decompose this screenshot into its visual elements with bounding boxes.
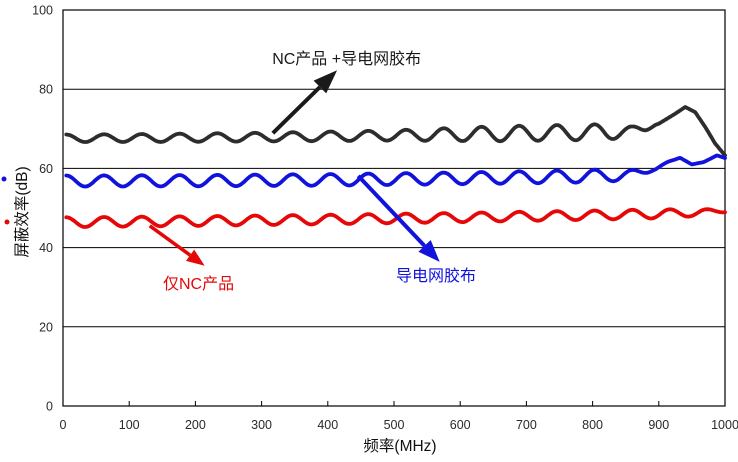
annotation-label-red-series: 仅NC产品 [162,276,235,294]
y-tick-label: 0 [46,400,53,414]
annotation-arrowhead [313,70,338,94]
y-tick-label: 80 [39,83,53,97]
x-tick-label: 200 [185,418,206,432]
y-tick-label: 100 [32,4,53,18]
x-tick-label: 700 [516,418,537,432]
annotation-arrowhead [418,240,440,262]
series-line-0 [64,105,727,158]
x-tick-label: 400 [317,418,338,432]
annotation-arrowhead [186,249,205,266]
y-axis-title: 屏蔽效率(dB) [14,166,31,258]
edge-marker-dot [1,176,7,182]
x-tick-label: 300 [251,418,272,432]
edge-marker-dot [4,219,10,225]
x-tick-label: 900 [648,418,669,432]
x-tick-label: 1000 [711,418,738,432]
y-tick-label: 60 [39,162,53,176]
annotation-label-blue-series: 导电网胶布 [395,267,476,285]
x-tick-label: 500 [384,418,405,432]
annotation-arrow-line [271,85,322,135]
y-tick-label: 20 [39,320,53,334]
x-axis-title: 频率(MHz) [363,438,437,455]
series-line-1 [64,153,727,189]
x-tick-label: 0 [60,418,67,432]
x-tick-label: 600 [450,418,471,432]
series-line-2 [64,207,727,229]
annotation-arrow-line [356,174,426,248]
x-tick-label: 800 [582,418,603,432]
x-tick-label: 100 [119,418,140,432]
annotation-label-black-series: NC产品 +导电网胶布 [272,50,422,68]
plot-border [62,9,726,407]
annotation-arrow-line [148,224,192,257]
y-tick-label: 40 [39,241,53,255]
